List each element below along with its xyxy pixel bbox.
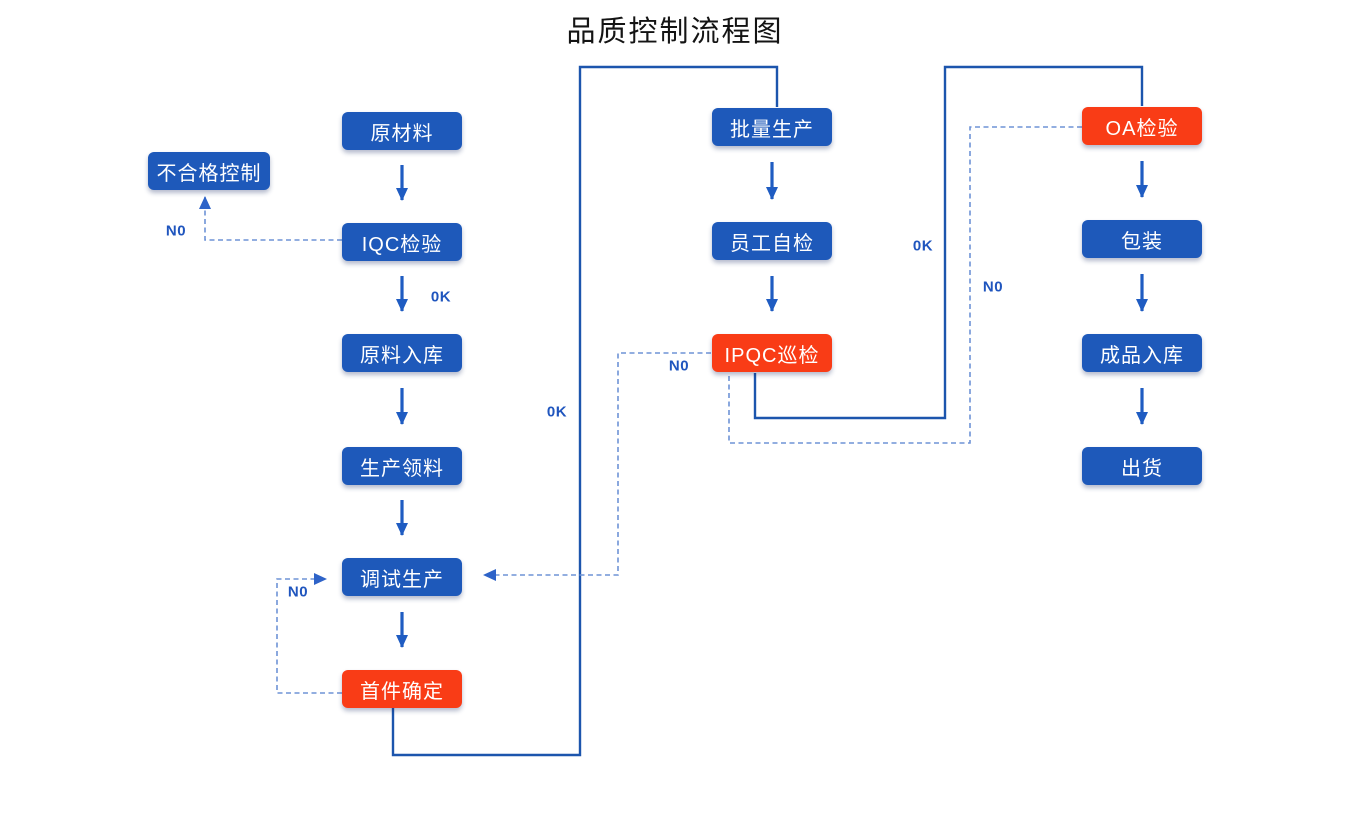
flow-node-batch-production: 批量生产	[712, 108, 832, 146]
flow-node-employee-self-check: 员工自检	[712, 222, 832, 260]
edge-oa-no-to-ipqc	[728, 126, 1082, 444]
edge-label-first-article-ok: 0K	[546, 403, 568, 421]
flow-node-finished-warehousing: 成品入库	[1082, 334, 1202, 372]
edge-ipqc-ok-to-oa	[753, 65, 1144, 420]
flow-node-trial-production: 调试生产	[342, 558, 462, 596]
edge-label-ipqc-no: N0	[668, 357, 690, 375]
edge-label-first-article-no: N0	[287, 583, 309, 601]
flow-node-iqc-inspection: IQC检验	[342, 223, 462, 261]
edge-label-iqc-no: N0	[165, 222, 187, 240]
flow-node-oa-inspection: OA检验	[1082, 107, 1202, 145]
flow-node-shipment: 出货	[1082, 447, 1202, 485]
flow-node-first-article-confirm: 首件确定	[342, 670, 462, 708]
flow-node-packaging: 包装	[1082, 220, 1202, 258]
edge-label-iqc-ok: 0K	[430, 288, 452, 306]
edge-label-oa-no: N0	[982, 278, 1004, 296]
edge-first-article-ok-to-batch-production	[391, 65, 779, 757]
page-title: 品质控制流程图	[566, 16, 784, 48]
flow-node-nonconforming-control: 不合格控制	[148, 152, 270, 190]
flow-node-ipqc-patrol: IPQC巡检	[712, 334, 832, 372]
flow-node-material-warehousing: 原料入库	[342, 334, 462, 372]
edge-ipqc-no-to-trial-production	[483, 352, 711, 581]
flow-node-production-picking: 生产领料	[342, 447, 462, 485]
edge-iqc-no-to-nonconforming	[199, 196, 342, 241]
edge-first-article-no-to-trial-production	[276, 573, 342, 694]
edge-label-ipqc-ok: 0K	[912, 237, 934, 255]
flow-node-raw-material: 原材料	[342, 112, 462, 150]
